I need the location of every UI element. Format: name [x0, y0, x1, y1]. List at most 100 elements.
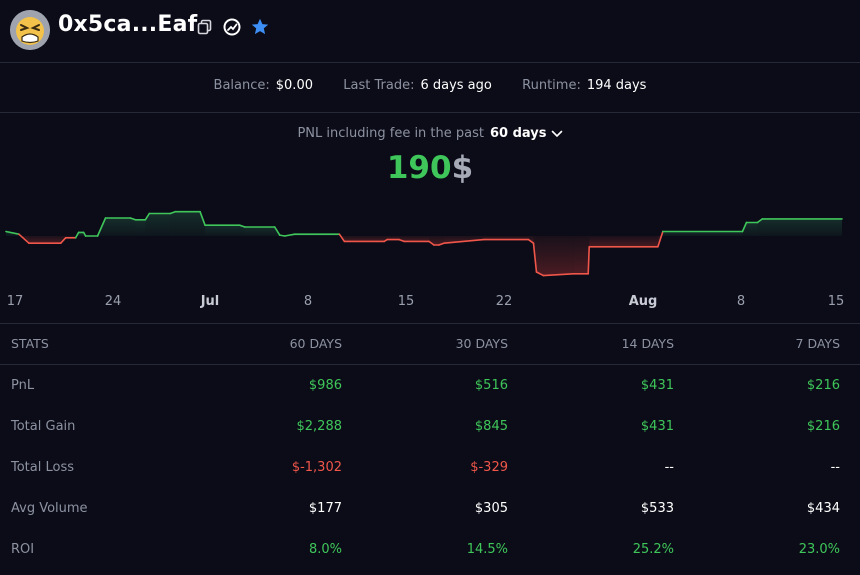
last-trade-label: Last Trade:	[343, 78, 415, 93]
table-row: ROI 8.0% 14.5% 25.2% 23.0%	[0, 529, 860, 570]
pnl-area-positive	[78, 232, 84, 236]
pnl-area-positive	[205, 225, 240, 236]
pnl-area-positive	[762, 218, 842, 236]
pnl-area-negative	[543, 236, 574, 276]
pnl-area-positive	[149, 213, 171, 236]
pnl-line-negative	[527, 238, 535, 245]
pnl-line-negative	[587, 245, 591, 275]
stat-value: 14.5%	[466, 542, 508, 557]
pnl-line-negative	[438, 242, 445, 246]
stat-value: $533	[640, 501, 674, 516]
table-row: Total Loss $-1,302 $-329 -- --	[0, 447, 860, 488]
pnl-area-positive	[746, 222, 758, 236]
pnl-area-negative	[387, 236, 400, 240]
runtime-value: 194 days	[586, 78, 647, 93]
stats-header: STATS	[11, 336, 49, 351]
pnl-area-negative	[573, 236, 589, 274]
pnl-line-positive	[5, 230, 20, 236]
last-trade-value: 6 days ago	[420, 78, 492, 93]
pnl-area-positive	[662, 231, 743, 236]
stat-value: 8.0%	[308, 542, 342, 557]
stat-label: Total Gain	[11, 419, 76, 434]
pnl-total-value: 190	[386, 150, 452, 186]
favorite-star-icon[interactable]	[250, 17, 270, 37]
pnl-caption-text: PNL including fee in the past	[297, 126, 484, 141]
stat-value: 23.0%	[798, 542, 840, 557]
balance-value: $0.00	[275, 78, 313, 93]
pnl-line-negative	[657, 230, 664, 248]
summary-divider	[0, 112, 860, 113]
pnl-area-positive	[105, 218, 131, 236]
pnl-currency: $	[451, 150, 474, 186]
stat-label: ROI	[11, 542, 35, 557]
pnl-area-negative	[438, 236, 444, 245]
pnl-area-negative	[483, 236, 529, 240]
stat-value: $431	[640, 378, 674, 393]
pnl-area-negative	[428, 236, 434, 245]
x-tick-label: 15	[398, 294, 415, 309]
stat-value: $986	[308, 378, 342, 393]
table-row: Avg Volume $177 $305 $533 $434	[0, 488, 860, 529]
pnl-area-negative	[536, 236, 544, 276]
stat-value: --	[664, 460, 674, 475]
col-30-days: 30 DAYS	[455, 336, 508, 351]
pnl-area-positive	[130, 218, 136, 236]
pnl-line-positive	[199, 210, 206, 227]
pnl-area-negative	[28, 236, 61, 244]
pnl-area-negative	[404, 236, 429, 242]
chevron-down-icon	[551, 130, 562, 137]
pnl-area-positive	[239, 225, 245, 236]
explorer-icon[interactable]	[222, 17, 242, 37]
header-divider	[0, 62, 860, 63]
pnl-line-positive	[273, 226, 281, 236]
pnl-line-negative	[398, 238, 405, 243]
stat-value: $-329	[470, 460, 508, 475]
pnl-area-positive	[284, 234, 295, 236]
pnl-line-negative	[443, 238, 485, 245]
x-tick-label: Aug	[629, 294, 658, 309]
period-dropdown[interactable]: 60 days	[490, 126, 563, 141]
balance-label: Balance:	[213, 78, 270, 93]
pnl-area-positive	[135, 219, 146, 236]
pnl-total: 190$	[0, 150, 860, 186]
wallet-summary: Balance: $0.00 Last Trade: 6 days ago Runt…	[0, 78, 860, 93]
stat-value: $431	[640, 419, 674, 434]
table-row: PnL $986 $516 $431 $216	[0, 365, 860, 406]
pnl-line-positive	[756, 218, 764, 224]
pnl-line-negative	[338, 233, 346, 243]
stat-label: Total Loss	[11, 460, 75, 475]
pnl-area-negative	[589, 236, 658, 247]
runtime-label: Runtime:	[522, 78, 581, 93]
pnl-area-positive	[200, 211, 206, 236]
stat-label: PnL	[11, 378, 35, 393]
x-tick-label: 8	[737, 294, 745, 309]
stat-value: $177	[308, 501, 342, 516]
stat-label: Avg Volume	[11, 501, 88, 516]
pnl-line-positive	[96, 217, 107, 237]
pnl-area-positive	[170, 211, 176, 236]
pnl-area-positive	[244, 227, 275, 236]
pnl-area-positive	[175, 211, 201, 236]
x-tick-label: 24	[105, 294, 122, 309]
stat-value: $305	[474, 501, 508, 516]
pnl-line-negative	[18, 233, 30, 245]
pnl-line-positive	[74, 231, 80, 239]
stat-value: $516	[474, 378, 508, 393]
pnl-chart-svg: 17 24 Jul 8 15 22 Aug 8 15	[5, 210, 845, 309]
copy-icon[interactable]	[195, 17, 215, 37]
pnl-line-positive	[129, 217, 137, 221]
chart-divider	[0, 323, 860, 324]
x-tick-label: 17	[7, 294, 24, 309]
pnl-line-positive	[741, 221, 748, 233]
pnl-line-positive	[283, 233, 296, 237]
pnl-area-negative	[433, 236, 439, 245]
pnl-line-negative	[535, 271, 545, 277]
wallet-name: 0x5ca...Eaf	[58, 12, 198, 37]
wallet-header: 0x5ca...Eaf	[0, 0, 860, 62]
pnl-line-negative	[542, 273, 575, 277]
col-7-days: 7 DAYS	[795, 336, 840, 351]
stat-value: 25.2%	[632, 542, 674, 557]
table-row: Total Gain $2,288 $845 $431 $216	[0, 406, 860, 447]
x-tick-label: 15	[828, 294, 845, 309]
col-60-days: 60 DAYS	[289, 336, 342, 351]
